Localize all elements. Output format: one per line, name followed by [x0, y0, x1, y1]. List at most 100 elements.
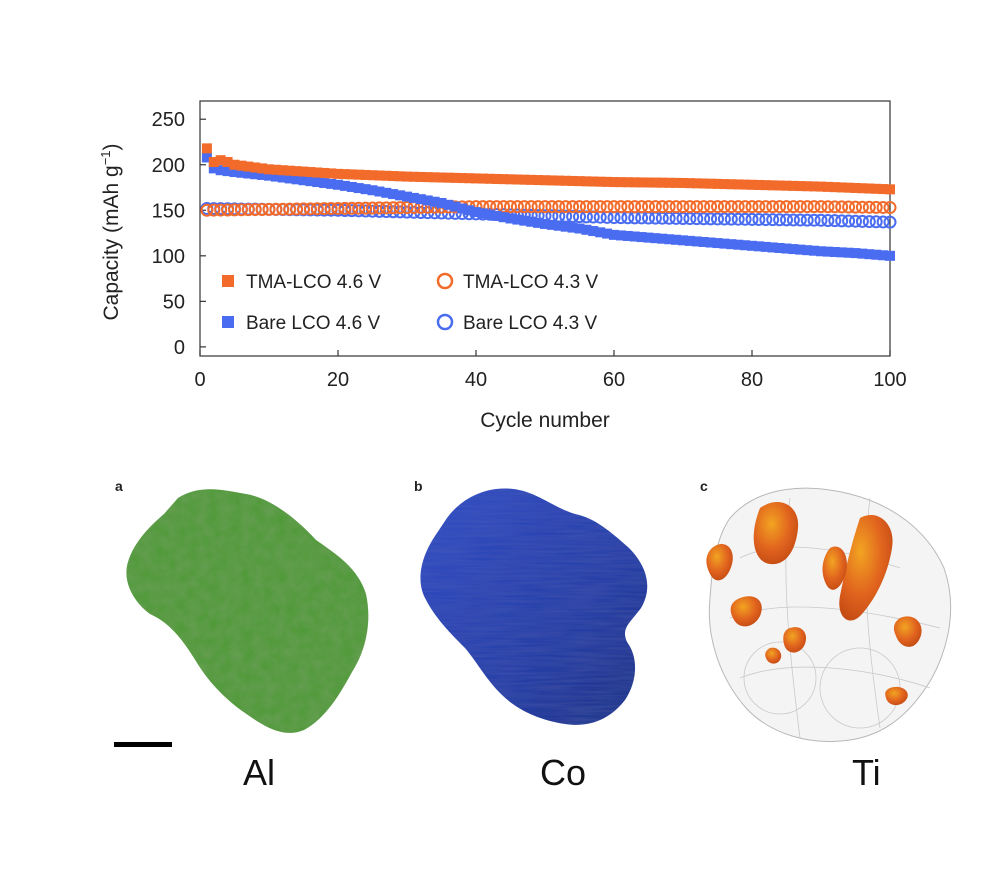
data-point [793, 200, 807, 214]
data-point [822, 246, 833, 257]
data-point [588, 176, 599, 187]
data-point [655, 200, 669, 214]
data-point [284, 173, 295, 184]
data-point [512, 174, 523, 185]
data-point [740, 179, 751, 190]
data-point [842, 200, 856, 214]
data-point [221, 203, 235, 217]
data-point [386, 205, 400, 219]
data-point [711, 200, 724, 214]
data-point [291, 166, 302, 177]
data-point [857, 183, 868, 194]
data-point [345, 201, 359, 215]
data-point [312, 167, 323, 178]
data-point [262, 202, 276, 216]
data-point [215, 165, 226, 176]
y-tick-label: 50 [163, 291, 185, 313]
data-point [683, 200, 697, 214]
data-point [533, 217, 544, 228]
data-point [607, 200, 621, 214]
data-point [257, 169, 268, 180]
data-point [814, 200, 828, 214]
data-point [229, 159, 240, 170]
data-point [276, 202, 290, 216]
data-point [600, 200, 614, 214]
data-point [636, 232, 647, 243]
data-point [745, 200, 759, 214]
data-point [366, 201, 379, 215]
data-point [712, 178, 723, 189]
data-point [747, 179, 757, 190]
data-point [747, 240, 757, 251]
data-point [835, 200, 849, 214]
legend-marker [222, 275, 234, 287]
data-point [800, 213, 814, 227]
data-point [367, 185, 378, 196]
data-point [248, 203, 262, 217]
data-point [346, 181, 357, 192]
data-point [545, 200, 559, 214]
data-point [402, 171, 412, 182]
data-point [650, 233, 661, 244]
data-point [372, 201, 386, 215]
data-point [408, 192, 419, 203]
data-point [753, 241, 764, 252]
data-point [595, 176, 606, 187]
data-point [379, 205, 393, 219]
data-point [388, 189, 399, 200]
data-point [814, 213, 828, 227]
data-point [864, 249, 875, 260]
data-point [849, 214, 862, 228]
data-point [869, 200, 883, 214]
data-point [719, 238, 730, 249]
data-point [379, 201, 393, 215]
data-point [436, 172, 447, 183]
data-point [802, 245, 813, 256]
data-point [878, 184, 889, 195]
data-point [566, 200, 580, 214]
data-point [733, 179, 744, 190]
data-point [690, 200, 704, 214]
data-point [726, 179, 737, 190]
data-point [871, 183, 882, 194]
data-point [236, 167, 247, 178]
data-point [408, 171, 419, 182]
data-point [697, 200, 711, 214]
data-point [876, 200, 890, 214]
y-tick-label: 0 [174, 337, 185, 359]
y-axis-label: Capacity (mAh g−1) [98, 143, 123, 320]
data-point [711, 212, 724, 226]
data-point [760, 241, 771, 252]
data-point [753, 179, 764, 190]
al-particle-image [126, 489, 369, 733]
data-point [786, 200, 800, 214]
data-point [883, 201, 897, 215]
data-point [310, 202, 324, 216]
data-point [609, 177, 619, 188]
legend-marker [436, 272, 454, 290]
data-point [560, 175, 571, 186]
data-point [243, 161, 254, 172]
data-point [331, 201, 345, 215]
data-point [648, 200, 662, 214]
data-point [415, 194, 426, 205]
data-point [629, 231, 640, 242]
data-point [319, 177, 330, 188]
data-point [505, 213, 516, 224]
panel-c-letter: c [700, 478, 708, 494]
x-tick-label: 100 [873, 369, 906, 391]
data-point [201, 152, 212, 163]
data-point [353, 169, 364, 180]
data-point [622, 230, 633, 241]
data-point [595, 227, 606, 238]
data-point [283, 202, 297, 216]
data-point [450, 172, 461, 183]
data-point [773, 213, 787, 227]
data-point [277, 165, 288, 176]
data-point [552, 200, 566, 214]
series-layer [200, 143, 897, 261]
data-point [339, 169, 350, 180]
data-point [752, 200, 766, 214]
panel-b-letter: b [414, 478, 423, 494]
data-point [712, 238, 723, 249]
